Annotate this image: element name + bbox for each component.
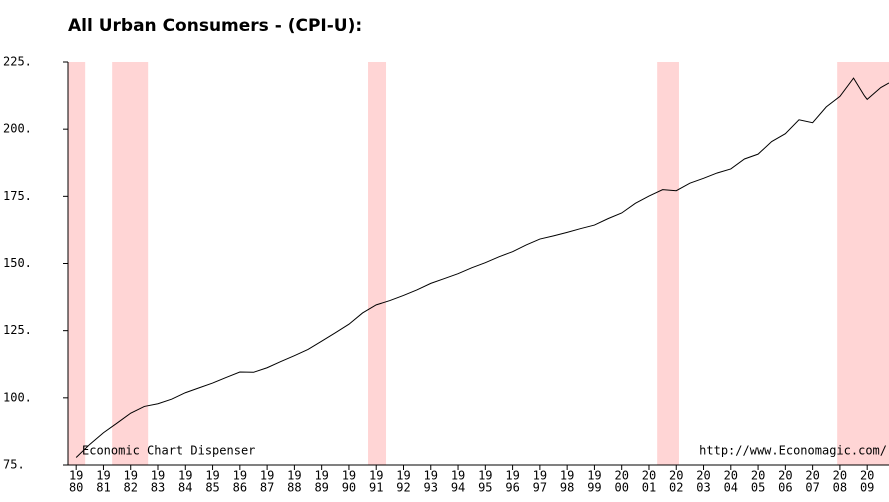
x-tick-label: 94 bbox=[451, 481, 465, 495]
annotation: http://www.Economagic.com/ bbox=[699, 444, 887, 458]
x-tick-label: 20 bbox=[751, 469, 765, 483]
x-tick-label: 19 bbox=[587, 469, 601, 483]
y-tick-label: 75. bbox=[3, 458, 25, 472]
x-tick-label: 19 bbox=[478, 469, 492, 483]
x-tick-label: 20 bbox=[669, 469, 683, 483]
x-tick-label: 98 bbox=[560, 481, 574, 495]
x-tick-label: 99 bbox=[587, 481, 601, 495]
x-tick-label: 19 bbox=[533, 469, 547, 483]
x-tick-label: 19 bbox=[151, 469, 165, 483]
x-tick-label: 20 bbox=[642, 469, 656, 483]
x-tick-label: 92 bbox=[396, 481, 410, 495]
x-tick-label: 19 bbox=[396, 469, 410, 483]
x-tick-label: 19 bbox=[287, 469, 301, 483]
x-tick-label: 88 bbox=[287, 481, 301, 495]
x-tick-label: 19 bbox=[560, 469, 574, 483]
x-tick-label: 06 bbox=[778, 481, 792, 495]
x-tick-label: 20 bbox=[860, 469, 874, 483]
annotation: Economic Chart Dispenser bbox=[82, 444, 255, 458]
x-tick-label: 19 bbox=[96, 469, 110, 483]
x-tick-label: 19 bbox=[314, 469, 328, 483]
y-tick-label: 200. bbox=[3, 122, 32, 136]
x-tick-label: 19 bbox=[69, 469, 83, 483]
x-tick-label: 84 bbox=[178, 481, 192, 495]
x-tick-label: 19 bbox=[505, 469, 519, 483]
x-tick-label: 83 bbox=[151, 481, 165, 495]
x-tick-label: 19 bbox=[233, 469, 247, 483]
y-tick-label: 175. bbox=[3, 189, 32, 203]
x-tick-label: 03 bbox=[696, 481, 710, 495]
data-line bbox=[75, 77, 889, 458]
y-tick-label: 100. bbox=[3, 390, 32, 404]
x-tick-label: 19 bbox=[124, 469, 138, 483]
x-tick-label: 91 bbox=[369, 481, 383, 495]
x-tick-label: 04 bbox=[724, 481, 738, 495]
x-tick-label: 20 bbox=[696, 469, 710, 483]
x-tick-label: 19 bbox=[260, 469, 274, 483]
recession-band bbox=[657, 62, 679, 465]
x-tick-label: 09 bbox=[860, 481, 874, 495]
x-tick-label: 85 bbox=[205, 481, 219, 495]
y-tick-label: 125. bbox=[3, 323, 32, 337]
x-tick-label: 20 bbox=[805, 469, 819, 483]
recession-band bbox=[837, 62, 889, 465]
x-tick-label: 86 bbox=[233, 481, 247, 495]
x-tick-label: 08 bbox=[833, 481, 847, 495]
x-tick-label: 95 bbox=[478, 481, 492, 495]
x-tick-label: 19 bbox=[342, 469, 356, 483]
x-tick-label: 97 bbox=[533, 481, 547, 495]
x-tick-label: 87 bbox=[260, 481, 274, 495]
y-tick-label: 225. bbox=[3, 55, 32, 69]
chart-title: All Urban Consumers - (CPI-U): bbox=[68, 16, 362, 36]
x-tick-label: 19 bbox=[205, 469, 219, 483]
recession-band bbox=[112, 62, 149, 465]
x-tick-label: 20 bbox=[724, 469, 738, 483]
x-tick-label: 05 bbox=[751, 481, 765, 495]
x-tick-label: 19 bbox=[424, 469, 438, 483]
x-tick-label: 01 bbox=[642, 481, 656, 495]
x-tick-label: 19 bbox=[451, 469, 465, 483]
recession-band bbox=[368, 62, 387, 465]
x-tick-label: 20 bbox=[614, 469, 628, 483]
x-tick-label: 20 bbox=[778, 469, 792, 483]
x-tick-label: 02 bbox=[669, 481, 683, 495]
x-tick-label: 81 bbox=[96, 481, 110, 495]
x-tick-label: 80 bbox=[69, 481, 83, 495]
x-tick-label: 19 bbox=[369, 469, 383, 483]
x-tick-label: 19 bbox=[178, 469, 192, 483]
x-tick-label: 93 bbox=[424, 481, 438, 495]
x-tick-label: 90 bbox=[342, 481, 356, 495]
x-tick-label: 96 bbox=[505, 481, 519, 495]
recession-band bbox=[68, 62, 86, 465]
y-tick-label: 150. bbox=[3, 256, 32, 270]
x-tick-label: 00 bbox=[614, 481, 628, 495]
x-tick-label: 89 bbox=[314, 481, 328, 495]
x-tick-label: 20 bbox=[833, 469, 847, 483]
x-tick-label: 07 bbox=[805, 481, 819, 495]
x-tick-label: 82 bbox=[124, 481, 138, 495]
